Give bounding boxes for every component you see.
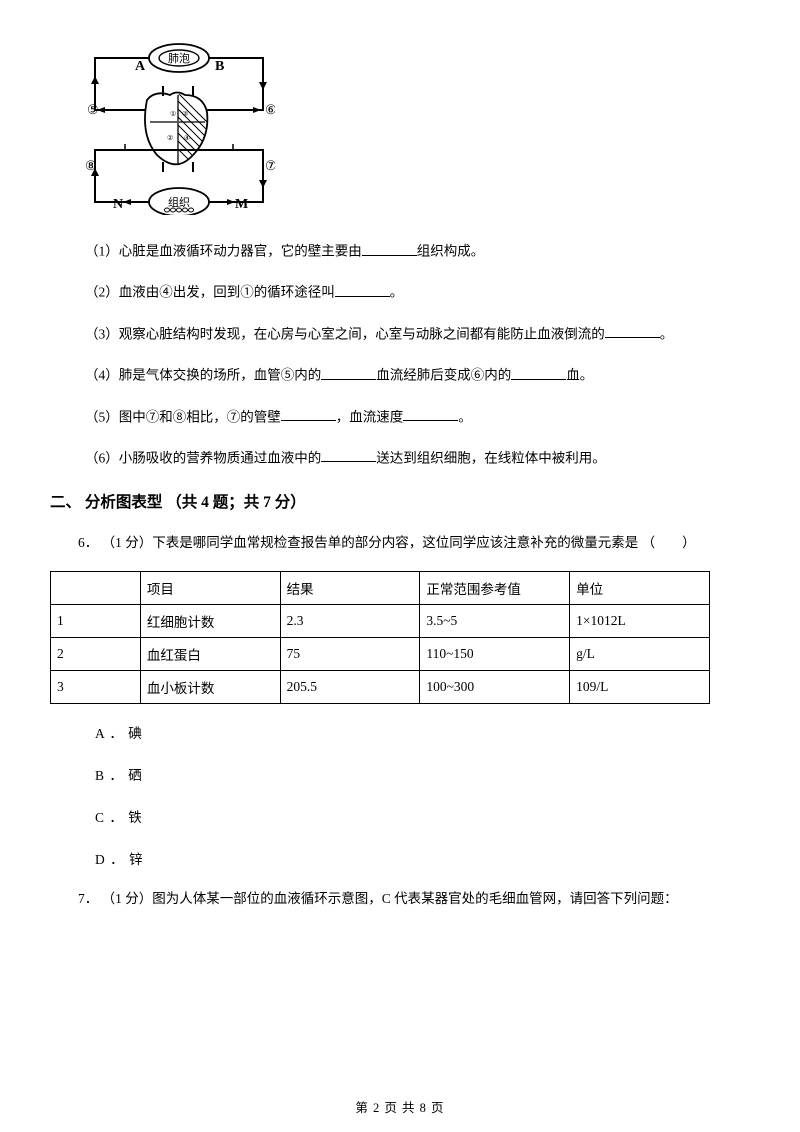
td: 2 — [51, 638, 141, 671]
q7-stem: 7． （1 分）图为人体某一部位的血液循环示意图，C 代表某器官处的毛细血管网，… — [78, 890, 750, 909]
td: g/L — [570, 638, 710, 671]
blank[interactable] — [281, 408, 336, 422]
blank[interactable] — [403, 408, 458, 422]
q1-4: （4）肺是气体交换的场所，血管⑤内的 血流经肺后变成⑥内的 血。 — [85, 366, 750, 385]
th: 项目 — [140, 572, 280, 605]
blank[interactable] — [362, 242, 417, 256]
td: 1×1012L — [570, 605, 710, 638]
q6-table: 项目 结果 正常范围参考值 单位 1 红细胞计数 2.3 3.5~5 1×101… — [50, 571, 710, 704]
q1-3: （3）观察心脏结构时发现，在心房与心室之间，心室与动脉之间都有能防止血液倒流的 。 — [85, 325, 750, 344]
q1-5: （5）图中⑦和⑧相比，⑦的管壁 ，血流速度 。 — [85, 408, 750, 427]
q1-5-b: ，血流速度 — [336, 409, 404, 424]
q1-4-b: 血流经肺后变成⑥内的 — [376, 368, 511, 383]
svg-text:①: ① — [170, 110, 176, 118]
q6-option-a[interactable]: A ． 碘 — [95, 722, 750, 742]
svg-text:⑦: ⑦ — [265, 158, 275, 173]
blank[interactable] — [335, 283, 390, 297]
td: 血小板计数 — [140, 671, 280, 704]
table-row: 3 血小板计数 205.5 100~300 109/L — [51, 671, 710, 704]
q6-stem: 6． （1 分）下表是哪同学血常规检查报告单的部分内容，这位同学应该注意补充的微… — [78, 534, 750, 553]
svg-text:M: M — [235, 197, 248, 212]
blank[interactable] — [605, 325, 660, 339]
q1-1-pre: （1）心脏是血液循环动力器官，它的壁主要由 — [85, 244, 362, 259]
blank[interactable] — [321, 366, 376, 380]
svg-text:④: ④ — [184, 134, 190, 142]
th: 单位 — [570, 572, 710, 605]
svg-text:肺泡: 肺泡 — [168, 51, 190, 65]
q1-1-post: 组织构成。 — [417, 244, 485, 259]
svg-text:B: B — [215, 59, 224, 74]
q1-3-pre: （3）观察心脏结构时发现，在心房与心室之间，心室与动脉之间都有能防止血液倒流的 — [85, 326, 605, 341]
page-footer: 第 2 页 共 8 页 — [0, 1097, 800, 1116]
q6-option-c[interactable]: C ． 铁 — [95, 806, 750, 826]
th — [51, 572, 141, 605]
q1-5-c: 。 — [458, 409, 472, 424]
q1-6: （6）小肠吸收的营养物质通过血液中的 送达到组织细胞，在线粒体中被利用。 — [85, 449, 750, 468]
td: 1 — [51, 605, 141, 638]
q1-6-a: （6）小肠吸收的营养物质通过血液中的 — [85, 450, 321, 465]
th: 正常范围参考值 — [420, 572, 570, 605]
svg-text:组织: 组织 — [168, 195, 190, 209]
td: 血红蛋白 — [140, 638, 280, 671]
td: 100~300 — [420, 671, 570, 704]
td: 红细胞计数 — [140, 605, 280, 638]
diagram-svg: 肺泡 A B ⑤ ⑥ — [85, 40, 275, 215]
q1-4-a: （4）肺是气体交换的场所，血管⑤内的 — [85, 368, 321, 383]
section-2-heading: 二、 分析图表型 （共 4 题；共 7 分） — [50, 490, 750, 512]
td: 205.5 — [280, 671, 420, 704]
table-row: 1 红细胞计数 2.3 3.5~5 1×1012L — [51, 605, 710, 638]
blank[interactable] — [511, 366, 566, 380]
td: 110~150 — [420, 638, 570, 671]
td: 2.3 — [280, 605, 420, 638]
q1-4-c: 血。 — [566, 368, 593, 383]
q1-2: （2）血液由④出发，回到①的循环途径叫 。 — [85, 283, 750, 302]
svg-text:⑥: ⑥ — [265, 102, 275, 117]
td: 109/L — [570, 671, 710, 704]
td: 3 — [51, 671, 141, 704]
svg-text:③: ③ — [182, 110, 188, 118]
q1-3-post: 。 — [660, 326, 674, 341]
q1-2-post: 。 — [390, 285, 404, 300]
q1-6-b: 送达到组织细胞，在线粒体中被利用。 — [376, 450, 606, 465]
svg-text:A: A — [135, 59, 146, 74]
circulation-diagram: 肺泡 A B ⑤ ⑥ — [85, 40, 750, 220]
q1-5-a: （5）图中⑦和⑧相比，⑦的管壁 — [85, 409, 281, 424]
svg-text:N: N — [113, 197, 123, 212]
blank[interactable] — [321, 449, 376, 463]
table-row: 项目 结果 正常范围参考值 单位 — [51, 572, 710, 605]
td: 3.5~5 — [420, 605, 570, 638]
svg-text:②: ② — [167, 134, 173, 142]
q6-option-b[interactable]: B ． 硒 — [95, 764, 750, 784]
q6-option-d[interactable]: D ． 锌 — [95, 848, 750, 868]
td: 75 — [280, 638, 420, 671]
th: 结果 — [280, 572, 420, 605]
q1-2-pre: （2）血液由④出发，回到①的循环途径叫 — [85, 285, 335, 300]
q1-1: （1）心脏是血液循环动力器官，它的壁主要由 组织构成。 — [85, 242, 750, 261]
table-row: 2 血红蛋白 75 110~150 g/L — [51, 638, 710, 671]
